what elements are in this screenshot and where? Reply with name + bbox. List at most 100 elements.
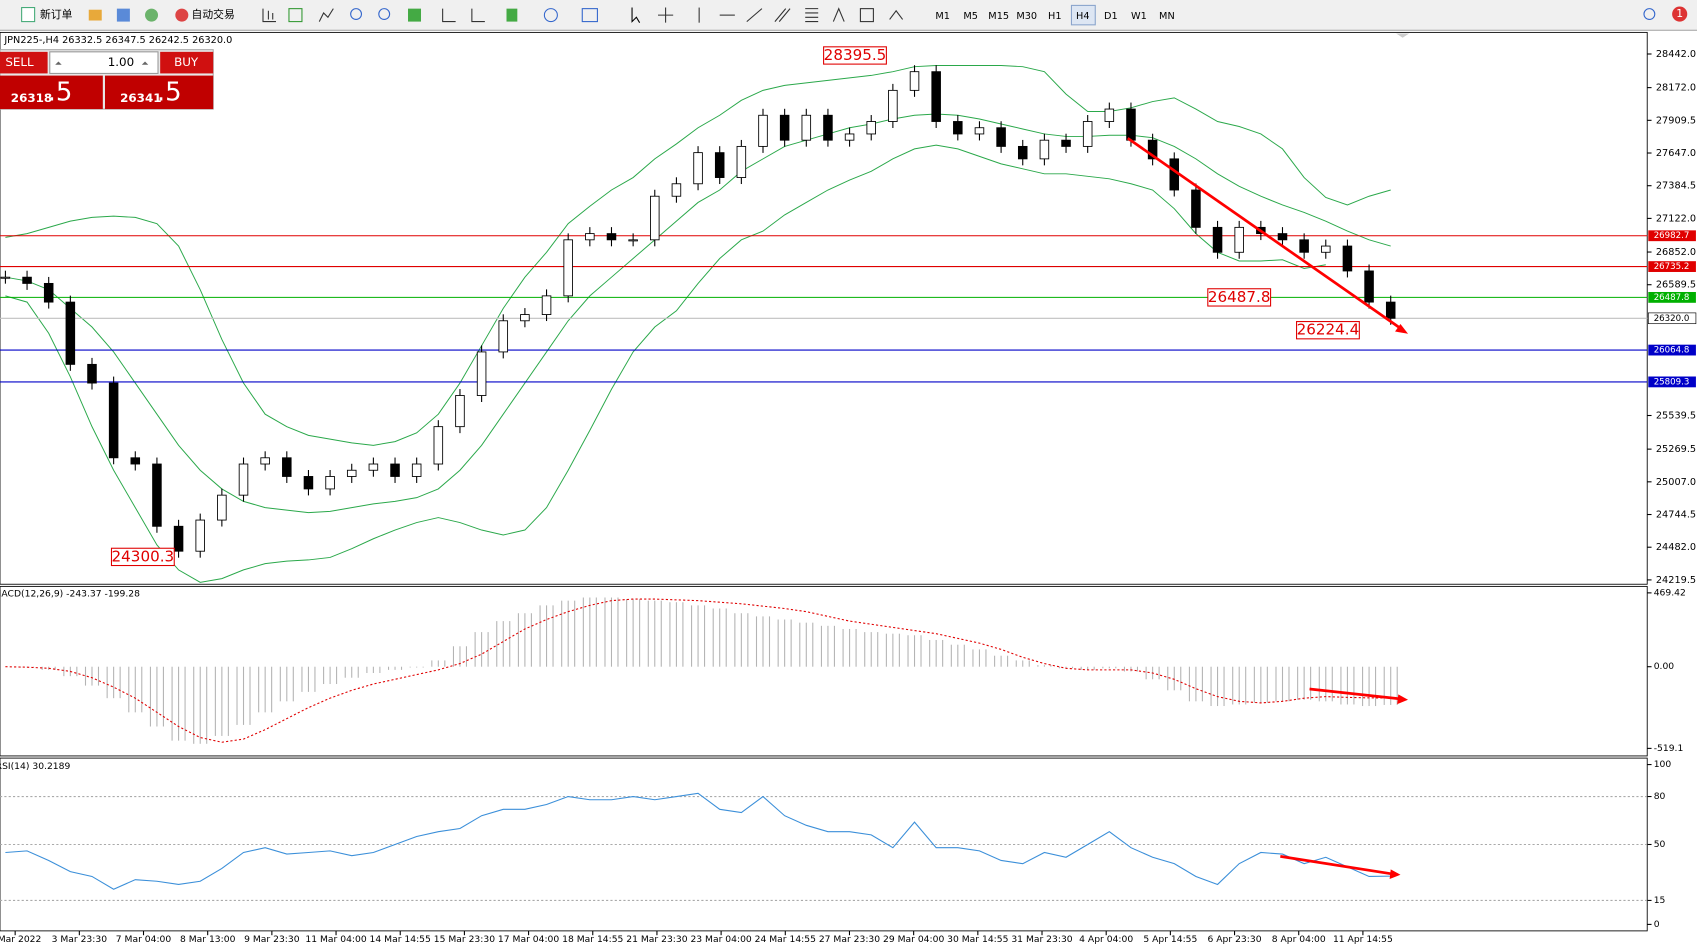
sell-label[interactable]: SELL — [5, 55, 34, 69]
timeframe-button[interactable]: H4 — [1076, 11, 1090, 22]
buy-price-box[interactable] — [104, 75, 214, 110]
timeframe-button[interactable]: M1 — [935, 11, 950, 22]
x-tick-label: 17 Mar 04:00 — [498, 934, 559, 945]
notification-badge[interactable] — [1672, 6, 1688, 22]
new-order-button[interactable]: 新订单 — [40, 7, 73, 21]
buy-button[interactable] — [160, 51, 214, 74]
x-tick-label: 11 Apr 14:55 — [1333, 934, 1393, 945]
x-tick-label: 9 Mar 23:30 — [244, 934, 300, 945]
y-tick-label: 26852.0 — [1656, 247, 1696, 258]
zoom-out[interactable] — [378, 8, 391, 20]
timeframe-button[interactable]: H1 — [1048, 11, 1062, 22]
x-tick-label: 3 Mar 23:30 — [52, 934, 108, 945]
timeframe-button[interactable]: M15 — [988, 11, 1009, 22]
candle — [1147, 139, 1158, 160]
candle — [238, 463, 249, 496]
price-annotation-box — [1296, 321, 1360, 340]
price-annotation: 28395.5 — [824, 46, 887, 64]
bollinger-lower — [5, 144, 1326, 583]
buy-price[interactable]: 26341 — [120, 91, 161, 105]
candle — [714, 152, 725, 178]
candle — [801, 114, 812, 141]
candle — [1082, 121, 1093, 147]
sell-price-big[interactable]: .5 — [48, 77, 73, 107]
autoscroll[interactable] — [442, 8, 456, 23]
y-tick-label: 50 — [1654, 839, 1666, 850]
chart-shift[interactable] — [471, 8, 485, 23]
candle — [628, 239, 638, 242]
rsi-title: RSI(14) 30.2189 — [0, 761, 70, 772]
candle — [1017, 145, 1028, 160]
buy-price-big[interactable]: .5 — [157, 77, 182, 107]
candle — [173, 525, 184, 552]
candle — [1169, 158, 1180, 191]
x-tick-label: 11 Mar 04:00 — [305, 934, 366, 945]
candle — [844, 133, 855, 141]
templates[interactable] — [581, 8, 598, 23]
x-tick-label: 6 Apr 23:30 — [1208, 934, 1262, 945]
timeframe-button[interactable]: W1 — [1131, 11, 1147, 22]
label-tool[interactable] — [859, 8, 874, 23]
bar-chart-icon[interactable] — [262, 8, 276, 23]
shapes-tool[interactable] — [889, 9, 904, 20]
y-tick-label: 25269.5 — [1656, 444, 1696, 455]
x-tick-label: 23 Mar 04:00 — [690, 934, 751, 945]
candle-icon[interactable] — [288, 8, 303, 23]
auto-trade-button[interactable]: 自动交易 — [192, 7, 235, 21]
indicators[interactable] — [506, 8, 518, 22]
timeframe-button[interactable]: M30 — [1016, 11, 1037, 22]
candle — [1234, 226, 1244, 253]
sell-button[interactable] — [0, 51, 48, 74]
y-tick-label: 24744.5 — [1656, 510, 1696, 521]
y-tick-label: 27384.5 — [1656, 181, 1696, 192]
candle — [0, 276, 11, 279]
line-chart-icon[interactable] — [318, 8, 334, 22]
notification-count[interactable]: 1 — [1676, 7, 1683, 20]
price-level-label: 26320.0 — [1654, 314, 1690, 324]
price-level-tag — [1648, 344, 1696, 356]
toolbar-buttons: 新订单 自动交易 M1 M5 M15 M30 H1 H4 D1 W1 MN 1 — [21, 4, 1688, 26]
candle — [736, 145, 747, 178]
price-level-tag — [1647, 312, 1697, 325]
y-tick-label: 27122.0 — [1656, 213, 1696, 224]
cursor-tool[interactable] — [631, 7, 641, 23]
buy-label[interactable]: BUY — [174, 55, 199, 69]
rsi-line — [5, 792, 1391, 890]
y-tick-label: 80 — [1654, 791, 1666, 802]
timeframe-button[interactable]: D1 — [1104, 11, 1118, 22]
zoom-in[interactable] — [350, 8, 363, 20]
icon[interactable] — [116, 8, 130, 22]
y-tick-label: 28172.0 — [1656, 83, 1696, 94]
trendline-tool[interactable] — [746, 8, 763, 23]
y-tick-label: 100 — [1654, 759, 1672, 770]
search[interactable] — [1643, 8, 1656, 20]
fibo-tool[interactable] — [805, 8, 819, 23]
icon[interactable] — [145, 8, 159, 22]
candle — [650, 195, 660, 241]
x-tick-label: 5 Apr 14:55 — [1143, 934, 1197, 945]
lots-input[interactable] — [49, 51, 159, 74]
timeframe-button[interactable]: MN — [1159, 11, 1175, 22]
y-tick-label: 469.42 — [1654, 587, 1686, 598]
sell-price-box[interactable] — [0, 75, 103, 110]
lots-value[interactable]: 1.00 — [108, 55, 134, 69]
x-tick-label: 15 Mar 23:30 — [434, 934, 495, 945]
x-tick-label: 18 Mar 14:55 — [562, 934, 623, 945]
sell-price[interactable]: 26318 — [11, 91, 52, 105]
x-tick-label: 2 Mar 2022 — [0, 934, 41, 945]
tile-windows[interactable] — [408, 8, 422, 22]
one-click-trading: SELL 1.00 BUY 26318 .5 26341 .5 — [0, 49, 214, 110]
price-annotation-box — [110, 547, 175, 567]
candle — [476, 351, 487, 396]
text-tool[interactable] — [832, 7, 845, 22]
icon[interactable] — [88, 9, 102, 21]
channel-tool[interactable] — [774, 8, 791, 22]
crosshair-tool[interactable] — [658, 7, 674, 23]
price-level-tag — [1648, 230, 1696, 242]
new-order-icon[interactable] — [21, 7, 36, 23]
candle — [1385, 301, 1396, 319]
timeframe-button[interactable]: M5 — [963, 11, 978, 22]
price-level-label: 26487.8 — [1654, 293, 1690, 303]
auto-trade-icon[interactable] — [175, 8, 189, 22]
periods[interactable] — [543, 8, 558, 23]
